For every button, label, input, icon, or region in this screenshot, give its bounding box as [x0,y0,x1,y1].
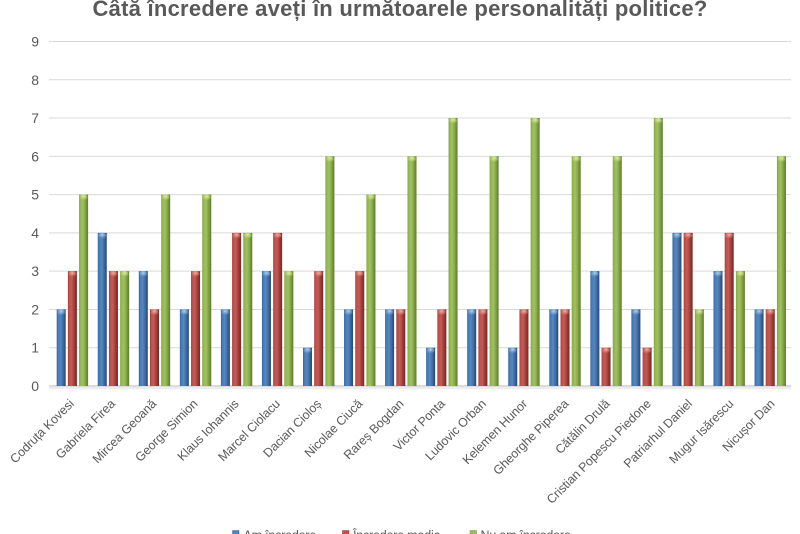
svg-text:1: 1 [31,340,39,356]
svg-text:3: 3 [31,263,39,279]
svg-text:4: 4 [31,225,39,241]
svg-text:2: 2 [31,301,39,317]
svg-text:Nu am încredere: Nu am încredere [481,529,571,534]
svg-text:6: 6 [31,148,39,164]
svg-text:Câtă încredere aveți în următo: Câtă încredere aveți în următoarele pers… [92,0,707,21]
svg-text:Încredere medie: Încredere medie [352,528,441,534]
svg-text:8: 8 [31,72,39,88]
svg-text:0: 0 [31,378,39,394]
svg-text:9: 9 [31,34,39,50]
svg-text:7: 7 [31,110,39,126]
svg-text:Am încredere: Am încredere [244,529,317,534]
svg-text:5: 5 [31,187,39,203]
